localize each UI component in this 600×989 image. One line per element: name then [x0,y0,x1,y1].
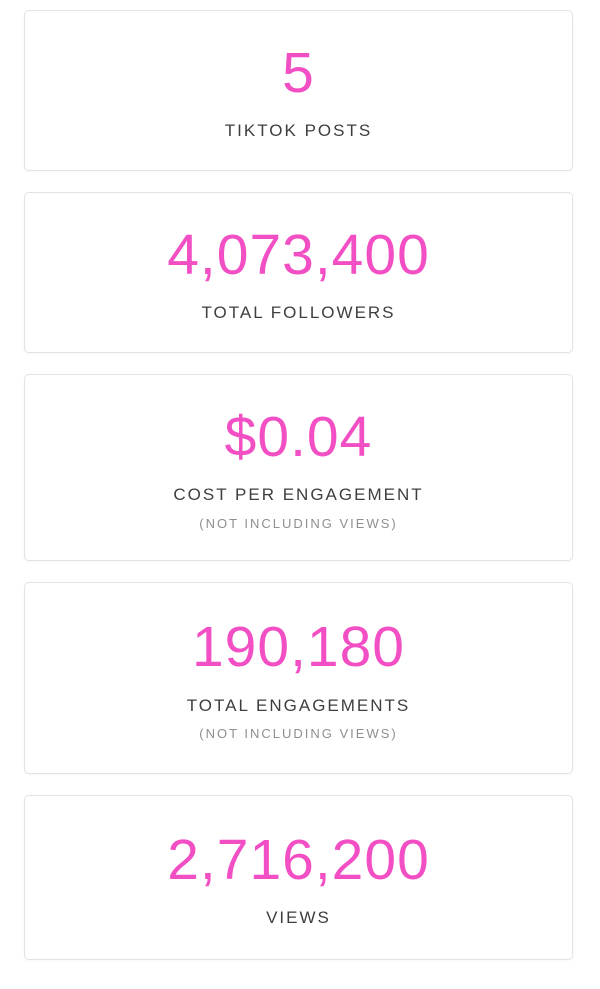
stat-card-total-followers: 4,073,400 TOTAL FOLLOWERS [24,192,573,353]
stat-label: VIEWS [266,907,331,927]
stat-value: 2,716,200 [167,827,430,892]
stat-sublabel: (NOT INCLUDING VIEWS) [199,515,398,531]
stat-value: 4,073,400 [167,222,430,287]
stat-label: COST PER ENGAGEMENT [173,485,424,505]
stat-value: 190,180 [191,615,406,680]
stat-card-tiktok-posts: 5 TIKTOK POSTS [24,10,573,171]
stat-card-cost-per-engagement: $0.04 COST PER ENGAGEMENT (NOT INCLUDING… [24,374,573,561]
stat-sublabel: (NOT INCLUDING VIEWS) [199,726,398,742]
stat-label: TIKTOK POSTS [224,120,373,140]
stat-value: $0.04 [224,404,373,469]
stat-value: 5 [282,40,315,105]
stat-label: TOTAL ENGAGEMENTS [186,695,411,715]
stat-label: TOTAL FOLLOWERS [201,302,396,322]
stat-card-total-engagements: 190,180 TOTAL ENGAGEMENTS (NOT INCLUDING… [24,582,573,774]
stat-card-views: 2,716,200 VIEWS [24,795,573,960]
